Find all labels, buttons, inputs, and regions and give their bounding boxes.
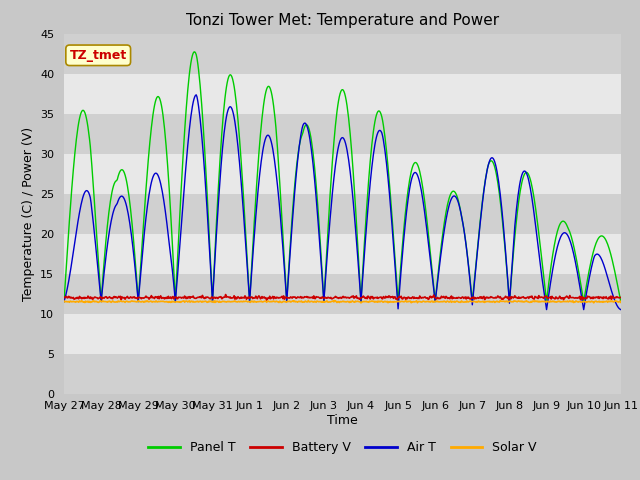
Bar: [64, 154, 621, 193]
Bar: [64, 234, 621, 274]
Bar: [64, 34, 621, 73]
Bar: [64, 274, 621, 313]
Y-axis label: Temperature (C) / Power (V): Temperature (C) / Power (V): [22, 127, 35, 300]
Bar: [64, 114, 621, 154]
Bar: [64, 313, 621, 354]
X-axis label: Time: Time: [327, 414, 358, 427]
Bar: [64, 73, 621, 114]
Title: Tonzi Tower Met: Temperature and Power: Tonzi Tower Met: Temperature and Power: [186, 13, 499, 28]
Text: TZ_tmet: TZ_tmet: [70, 49, 127, 62]
Legend: Panel T, Battery V, Air T, Solar V: Panel T, Battery V, Air T, Solar V: [143, 436, 541, 459]
Bar: [64, 354, 621, 394]
Bar: [64, 193, 621, 234]
